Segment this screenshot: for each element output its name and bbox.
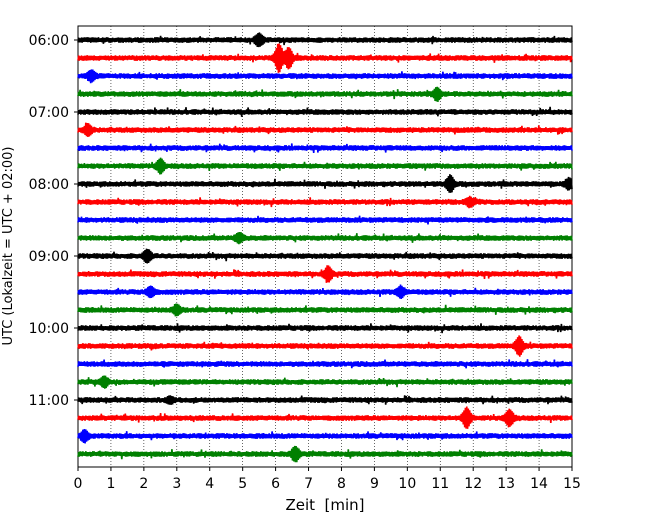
seismogram-trace [77,215,573,225]
seismogram-trace [77,86,573,102]
seismogram-trace [77,122,573,138]
seismogram-trace [77,303,573,317]
seismogram-trace [77,195,573,209]
x-tick-label: 4 [205,476,214,492]
y-tick-label: 08:00 [29,177,69,193]
x-tick-label: 2 [139,476,148,492]
x-tick-label: 14 [530,476,548,492]
x-tick-label: 6 [271,476,280,492]
y-axis-label: UTC (Lokalzeit = UTC + 02:00) [1,147,16,346]
x-tick-label: 0 [74,476,83,492]
plot-area-frame [77,25,573,468]
seismogram-trace [77,174,573,193]
seismogram-trace [77,231,573,245]
seismogram-trace [77,445,573,463]
y-axis-ticks: 06:00 07:00 08:00 09:00 10:00 11:00 [29,33,78,409]
seismogram-trace [77,359,573,369]
seismogram-trace [77,157,573,175]
x-tick-label: 7 [304,476,313,492]
seismogram-trace [77,32,573,48]
x-tick-label: 12 [464,476,482,492]
seismogram-trace [77,375,573,389]
seismogram-trace [77,69,573,84]
seismogram-trace [77,43,573,73]
seismogram-trace [77,428,573,444]
seismogram-trace [77,335,573,357]
y-tick-label: 07:00 [29,105,69,121]
seismogram-traces [77,32,573,463]
x-tick-label: 13 [497,476,515,492]
seismogram-trace [77,265,573,283]
x-tick-label: 8 [337,476,346,492]
y-tick-label: 06:00 [29,33,69,49]
seismogram-trace [77,248,573,264]
seismogram-trace [77,143,573,153]
y-tick-label: 10:00 [29,321,69,337]
x-axis-label: Zeit [min] [285,496,364,514]
seismogram-trace [77,106,573,117]
x-tick-label: 9 [370,476,379,492]
seismogram-trace [77,406,573,429]
seismogram-trace [77,284,573,299]
x-tick-label: 1 [106,476,115,492]
x-tick-label: 10 [398,476,416,492]
x-axis-ticks: 0 1 2 3 4 5 6 7 8 9 10 11 12 13 14 15 [74,467,581,492]
x-tick-label: 5 [238,476,247,492]
x-tick-label: 3 [172,476,181,492]
seismogram-trace [77,395,573,405]
x-tick-label: 11 [431,476,449,492]
seismogram-trace [77,323,573,334]
y-tick-label: 09:00 [29,249,69,265]
x-tick-label: 15 [563,476,581,492]
y-tick-label: 11:00 [29,393,69,409]
